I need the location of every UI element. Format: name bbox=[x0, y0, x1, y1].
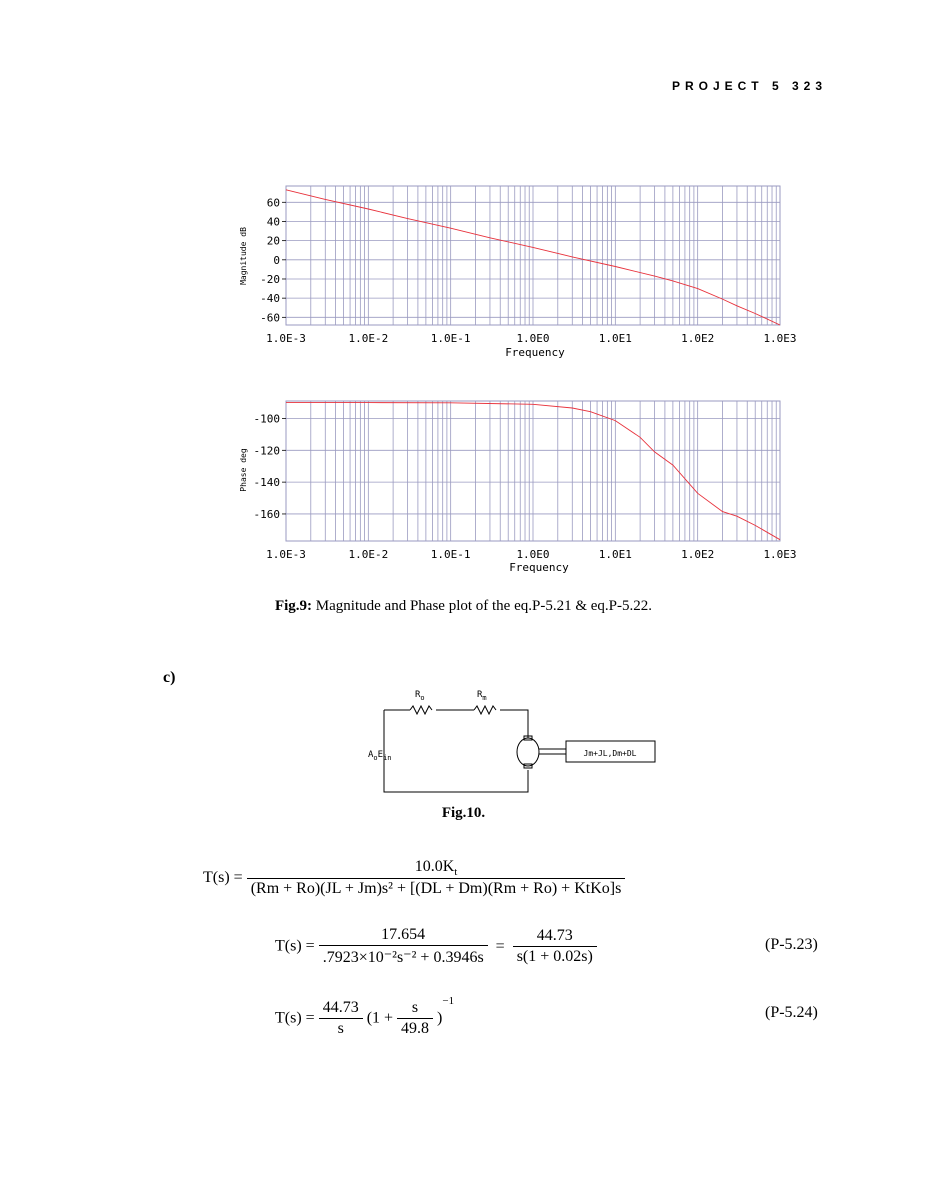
x-tick-label: 1.0E-2 bbox=[348, 548, 388, 561]
motor-icon bbox=[516, 737, 540, 767]
equation-3: T(s) = 44.73 s (1 + s 49.8 ) −1 bbox=[275, 995, 454, 1038]
circuit-wire-right bbox=[500, 709, 529, 738]
equation-2-lhs: T(s) = bbox=[275, 937, 315, 955]
resistor-ro-label: Ro bbox=[415, 690, 425, 702]
running-head: PROJECT 5 323 bbox=[671, 79, 827, 93]
equation-2-denominator-1: .7923×10⁻²s⁻² + 0.3946s bbox=[322, 949, 484, 966]
x-tick-label: 1.0E-1 bbox=[431, 548, 471, 561]
fig9-caption-label: Fig.9: bbox=[274, 598, 313, 614]
equation-3-fraction-1: 44.73 s bbox=[318, 999, 363, 1038]
x-tick-label: 1.0E-3 bbox=[266, 548, 306, 561]
equation-2-numerator-2: 44.73 bbox=[512, 927, 597, 947]
load-label: Jm+JL,Dm+DL bbox=[584, 749, 637, 758]
x-tick-label: 1.0E2 bbox=[681, 548, 714, 561]
motor-shaft-icon bbox=[539, 748, 566, 755]
fig10-caption: Fig.10. bbox=[441, 805, 486, 821]
y-tick-label: 40 bbox=[267, 215, 280, 228]
equation-3-paren-open: (1 + bbox=[366, 1009, 394, 1027]
resistor-rm-icon bbox=[473, 704, 497, 716]
y-tick-label: -60 bbox=[260, 311, 280, 324]
y-tick-label: -160 bbox=[254, 508, 281, 521]
x-tick-label: 1.0E1 bbox=[599, 548, 632, 561]
equation-2: T(s) = 17.654 .7923×10⁻²s⁻² + 0.3946s = … bbox=[275, 926, 597, 967]
equation-1-numerator: 10.0K bbox=[414, 858, 455, 875]
motor-brush-bottom-icon bbox=[523, 763, 533, 769]
resistor-rm-label: Rm bbox=[477, 690, 487, 702]
series-line bbox=[285, 189, 781, 326]
circuit-diagram: Ro Rm AoEin Jm+JL,Dm+DL bbox=[368, 690, 656, 793]
equation-3-lhs: T(s) = bbox=[275, 1009, 315, 1027]
fig9-caption: Fig.9: Magnitude and Phase plot of the e… bbox=[0, 598, 927, 615]
equation-2-denominator-2: s(1 + 0.02s) bbox=[516, 948, 593, 965]
x-tick-label: 1.0E-2 bbox=[348, 332, 388, 345]
equation-2-fraction-1: 17.654 .7923×10⁻²s⁻² + 0.3946s bbox=[318, 926, 488, 967]
section-label: c) bbox=[163, 669, 176, 686]
fig9-caption-text: Magnitude and Phase plot of the eq.P-5.2… bbox=[312, 598, 653, 614]
equation-3-denominator-2: 49.8 bbox=[401, 1019, 430, 1037]
series-line bbox=[286, 402, 781, 541]
equation-1-fraction: 10.0Kt (Rm + Ro)(JL + Jm)s² + [(DL + Dm)… bbox=[246, 858, 626, 898]
equation-3-numerator-1: 44.73 bbox=[318, 999, 363, 1019]
phase-ylabel: Phase deg bbox=[239, 448, 248, 492]
y-tick-label: -140 bbox=[254, 476, 281, 489]
phase-xlabel: Frequency bbox=[509, 561, 569, 574]
equation-2-fraction-2: 44.73 s(1 + 0.02s) bbox=[512, 927, 597, 966]
y-tick-label: -120 bbox=[254, 444, 281, 457]
magnitude-xlabel: Frequency bbox=[505, 346, 565, 359]
y-tick-label: -20 bbox=[260, 273, 280, 286]
resistor-ro-icon bbox=[409, 704, 433, 716]
x-tick-label: 1.0E-1 bbox=[431, 332, 471, 345]
y-tick-label: -40 bbox=[260, 292, 280, 305]
phase-plot: -100 -120 -140 -160 1.0E-3 1.0E-2 1.0E-1 1.0E0… bbox=[239, 400, 797, 574]
motor-brush-top-icon bbox=[523, 735, 533, 741]
equation-2-numerator-1: 17.654 bbox=[318, 926, 488, 946]
equation-3-numerator-2: s bbox=[397, 999, 434, 1019]
y-tick-label: 0 bbox=[273, 254, 280, 267]
equation-1-denominator: (Rm + Ro)(JL + Jm)s² + [(DL + Dm)(Rm + R… bbox=[250, 880, 622, 898]
magnitude-plot: 60 40 20 0 -20 -40 -60 1.0E-3 1.0E-2 1.0E-1 1.0E0… bbox=[239, 185, 797, 359]
magnitude-grid bbox=[285, 186, 780, 325]
phase-frame bbox=[285, 400, 781, 542]
equation-3-paren-close: ) bbox=[437, 1009, 443, 1027]
equation-3-denominator-1: s bbox=[337, 1019, 344, 1037]
equation-2-tag: (P-5.23) bbox=[765, 936, 818, 953]
equation-3-fraction-2: s 49.8 bbox=[397, 999, 434, 1038]
circuit-wire-bottom bbox=[383, 710, 529, 793]
load-box bbox=[565, 740, 656, 763]
y-tick-label: -100 bbox=[254, 413, 281, 426]
x-tick-label: 1.0E0 bbox=[516, 548, 549, 561]
source-label: AoEin bbox=[368, 750, 392, 762]
equation-1-lhs: T(s) = bbox=[203, 869, 243, 887]
y-tick-label: 60 bbox=[267, 196, 280, 209]
equation-1-numerator-sub: t bbox=[454, 866, 458, 879]
equation-2-equals: = bbox=[495, 937, 505, 955]
equation-3-exponent: −1 bbox=[442, 995, 455, 1007]
x-tick-label: 1.0E-3 bbox=[266, 332, 306, 345]
y-tick-label: 20 bbox=[267, 235, 280, 248]
phase-grid bbox=[285, 401, 780, 541]
x-tick-label: 1.0E1 bbox=[599, 332, 632, 345]
x-tick-label: 1.0E0 bbox=[516, 332, 549, 345]
magnitude-ylabel: Magnitude dB bbox=[239, 227, 248, 285]
x-tick-label: 1.0E3 bbox=[763, 548, 796, 561]
equation-1: T(s) = 10.0Kt (Rm + Ro)(JL + Jm)s² + [(D… bbox=[203, 858, 626, 898]
equation-3-tag: (P-5.24) bbox=[765, 1004, 818, 1021]
magnitude-frame bbox=[285, 185, 781, 326]
x-tick-label: 1.0E3 bbox=[763, 332, 796, 345]
x-tick-label: 1.0E2 bbox=[681, 332, 714, 345]
